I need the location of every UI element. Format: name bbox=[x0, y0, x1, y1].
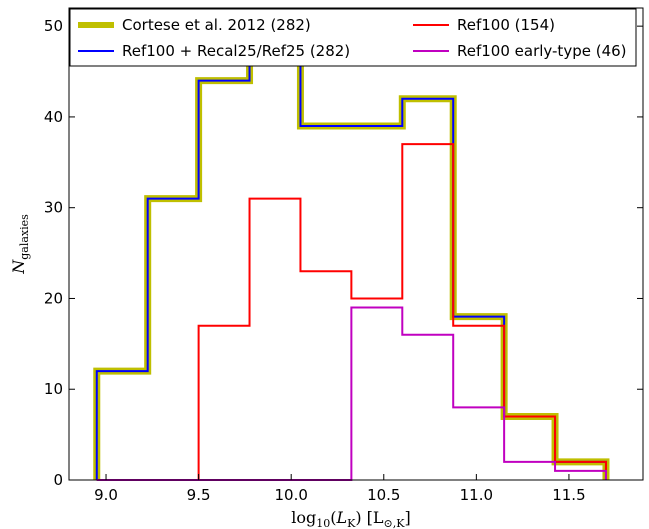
legend-label-cortese: Cortese et al. 2012 (282) bbox=[122, 16, 311, 34]
plot-frame bbox=[68, 7, 644, 481]
x-tick-label-2: 10.0 bbox=[274, 486, 307, 504]
legend: Cortese et al. 2012 (282) Ref100 + Recal… bbox=[69, 8, 637, 67]
legend-label-ref100-recal: Ref100 + Recal25/Ref25 (282) bbox=[122, 42, 350, 60]
y-tick-label-4: 40 bbox=[44, 108, 63, 126]
y-tick-label-1: 10 bbox=[44, 380, 63, 398]
series-line-2 bbox=[96, 143, 607, 481]
y-tick-label-0: 0 bbox=[53, 471, 63, 489]
y-tick-label-3: 30 bbox=[44, 199, 63, 217]
y-axis-label: Ngalaxies bbox=[9, 214, 31, 275]
series-layer bbox=[93, 40, 610, 481]
legend-label-early-type: Ref100 early-type (46) bbox=[457, 42, 627, 60]
tick-layer: 9.0 9.5 10.0 10.5 11.0 11.5 0 10 20 30 40 50 bbox=[44, 8, 643, 504]
y-tick-label-2: 20 bbox=[44, 289, 63, 307]
x-tick-label-4: 11.0 bbox=[460, 486, 493, 504]
legend-label-ref100: Ref100 (154) bbox=[457, 16, 555, 34]
x-tick-label-3: 10.5 bbox=[367, 486, 400, 504]
x-tick-label-1: 9.5 bbox=[187, 486, 211, 504]
legend-box bbox=[69, 8, 637, 67]
x-tick-label-0: 9.0 bbox=[94, 486, 118, 504]
x-axis-label: log10(LK) [L⊙,K] bbox=[291, 508, 410, 529]
y-tick-label-5: 50 bbox=[44, 17, 63, 35]
series-line-3 bbox=[96, 306, 607, 481]
x-tick-label-5: 11.5 bbox=[552, 486, 585, 504]
